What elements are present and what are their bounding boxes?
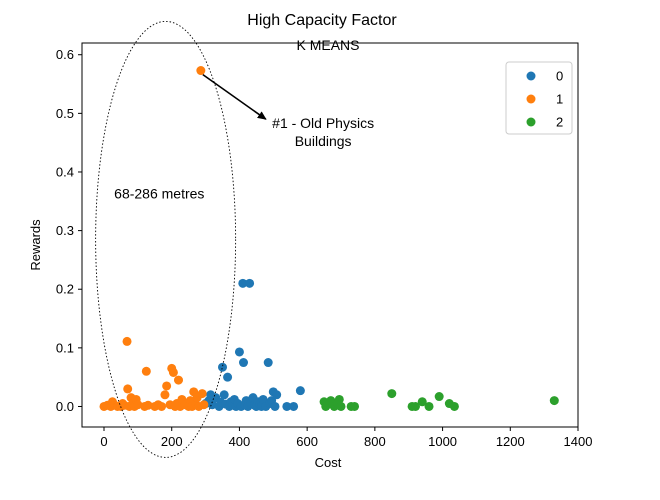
series-1: [99, 66, 209, 411]
point-series-1-16: [133, 400, 143, 410]
y-tick-label-0.4: 0.4: [56, 164, 74, 179]
point-series-2-6: [334, 394, 344, 404]
point-series-0-7: [218, 362, 228, 372]
x-axis-label: Cost: [315, 455, 342, 470]
point-series-2-10: [387, 389, 397, 399]
legend-marker-1: [526, 94, 536, 104]
point-series-1-23: [160, 390, 170, 400]
x-tick-label-400: 400: [229, 434, 251, 449]
legend-box: [505, 61, 573, 135]
series-0: [201, 278, 305, 411]
point-series-2-15: [434, 392, 444, 402]
point-series-2-12: [410, 401, 420, 411]
y-tick-label-0.2: 0.2: [56, 282, 74, 297]
x-tick-label-800: 800: [364, 434, 386, 449]
legend-marker-0: [526, 71, 536, 81]
point-series-2-14: [424, 401, 434, 411]
annotation-text-range: 68-286 metres: [114, 185, 204, 201]
point-series-1-18: [141, 366, 151, 376]
point-series-0-38: [270, 401, 280, 411]
point-series-0-40: [282, 401, 292, 411]
y-tick-label-0.5: 0.5: [56, 106, 74, 121]
point-series-2-7: [336, 401, 346, 411]
legend-label-0: 0: [556, 69, 563, 84]
x-tick-label-600: 600: [296, 434, 318, 449]
point-series-0-20: [238, 358, 248, 368]
x-tick-label-200: 200: [161, 434, 183, 449]
axes: 0 200 400 600 800 1000 1200 1400 0.0 0.1 0.2 0.3 0.4…: [56, 42, 593, 449]
x-tick-label-0: 0: [100, 434, 107, 449]
annotation-line-old-physics-1: Buildings: [295, 133, 352, 149]
point-series-0-42: [295, 386, 305, 396]
x-tick-label-1200: 1200: [496, 434, 525, 449]
point-series-1-19: [143, 400, 153, 410]
point-series-1-10: [123, 384, 133, 394]
legend-marker-2: [526, 117, 536, 127]
point-series-0-3: [207, 400, 217, 410]
point-series-0-24: [245, 278, 255, 288]
point-series-1-27: [168, 367, 178, 377]
chart-subtitle: K MEANS: [296, 37, 359, 53]
plot-frame: [81, 42, 579, 428]
point-series-2-13: [417, 397, 427, 407]
point-series-2-9: [350, 401, 360, 411]
point-series-0-8: [219, 390, 229, 400]
legend-label-2: 2: [556, 115, 563, 130]
annotation-line-range-0: 68-286 metres: [114, 185, 204, 201]
point-series-0-19: [238, 278, 248, 288]
y-axis-label: Rewards: [28, 219, 43, 271]
x-tick-label-1400: 1400: [564, 434, 593, 449]
series-2: [319, 389, 559, 411]
point-series-0-17: [234, 347, 244, 357]
point-series-1-22: [157, 401, 167, 411]
point-series-0-32: [258, 394, 268, 404]
annotation-text-old-physics: #1 - Old Physics Buildings: [272, 115, 374, 149]
point-series-1-42: [197, 389, 207, 399]
chart-title: High Capacity Factor: [247, 12, 397, 29]
legend-label-1: 1: [556, 92, 563, 107]
point-series-2-18: [549, 396, 559, 406]
point-series-0-39: [272, 390, 282, 400]
x-tick-label-1000: 1000: [428, 434, 457, 449]
point-series-1-9: [122, 336, 132, 346]
y-tick-label-0: 0.0: [56, 399, 74, 414]
plot-area: [99, 66, 559, 411]
point-series-2-17: [449, 401, 459, 411]
point-series-0-10: [223, 372, 233, 382]
point-series-0-34: [263, 358, 273, 368]
annotation-line-old-physics-0: #1 - Old Physics: [272, 115, 374, 131]
range-ellipse: [95, 20, 237, 458]
point-series-0-41: [289, 401, 299, 411]
point-series-1-24: [162, 381, 172, 391]
legend: 0 1 2: [505, 61, 573, 135]
annotations: #1 - Old Physics Buildings 68-286 metres: [95, 20, 374, 458]
scatter-points: [99, 66, 559, 411]
point-series-1-30: [173, 375, 183, 385]
point-series-1-41: [196, 66, 206, 76]
y-tick-label-0.3: 0.3: [56, 223, 74, 238]
y-tick-label-0.6: 0.6: [56, 47, 74, 62]
point-series-1-43: [199, 400, 209, 410]
y-tick-label-0.1: 0.1: [56, 340, 74, 355]
annotation-arrow-old-physics: [202, 74, 267, 120]
